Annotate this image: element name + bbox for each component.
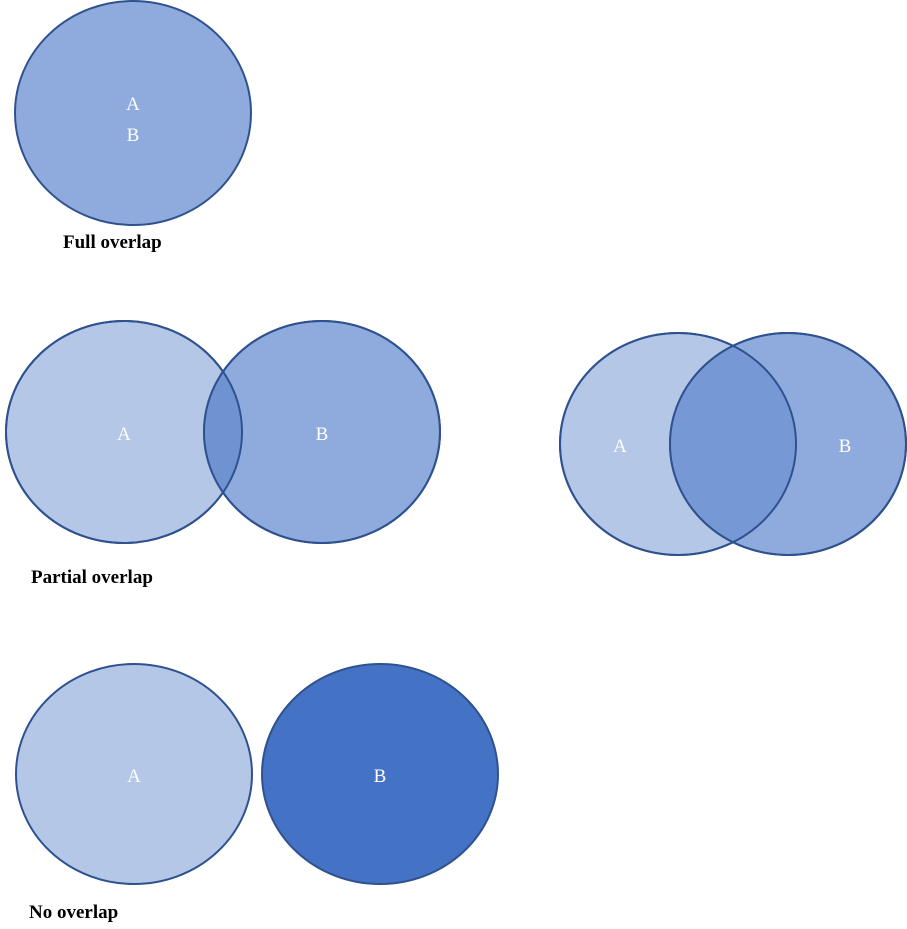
no-overlap-caption: No overlap [29,902,119,923]
partial-large-outline-a [559,332,797,556]
partial-small-label-a: A [117,424,131,445]
full-overlap-caption: Full overlap [63,232,162,253]
partial-small-outline-a [5,320,243,544]
no-overlap-diagram: A B [15,663,499,885]
partial-large-outline-b [669,332,907,556]
partial-small-outline-b [203,320,441,544]
full-overlap-label-b: B [127,125,140,146]
partial-overlap-small-diagram: A B [5,320,441,544]
full-overlap-label-a: A [126,94,140,115]
partial-large-label-b: B [839,436,852,457]
partial-overlap-large-diagram: A B [559,332,907,556]
no-overlap-circle-a [15,663,253,885]
no-overlap-label-b: B [374,766,387,787]
no-overlap-circle-b [261,663,499,885]
partial-large-intersection [670,333,796,555]
partial-small-label-b: B [316,424,329,445]
no-overlap-label-a: A [127,766,141,787]
full-overlap-diagram: A B [14,0,252,226]
full-overlap-circle [14,0,252,226]
partial-overlap-caption: Partial overlap [31,567,153,588]
partial-large-label-a: A [613,436,627,457]
